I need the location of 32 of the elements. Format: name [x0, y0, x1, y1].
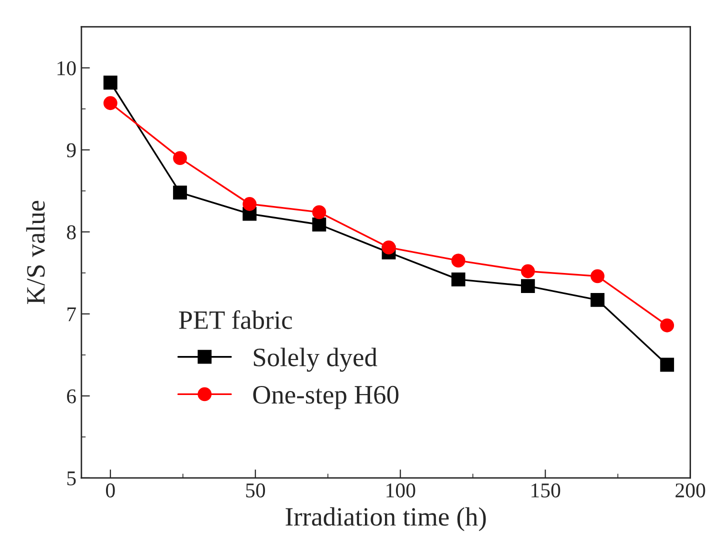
- point: [103, 96, 118, 110]
- point: [312, 205, 326, 220]
- y-tick-label: 9: [66, 143, 76, 158]
- x-tick-label: 0: [106, 483, 115, 498]
- point: [590, 269, 604, 284]
- y-tick-label: 6: [67, 389, 76, 404]
- point: [590, 293, 604, 307]
- point: [520, 279, 535, 293]
- point: [660, 358, 674, 372]
- point: [103, 76, 118, 90]
- x-tick-label: 200: [676, 483, 706, 498]
- point: [173, 151, 187, 166]
- legend-label: Solely dyed: [254, 348, 378, 372]
- y-tick-label: 8: [66, 225, 76, 240]
- point: [451, 272, 466, 286]
- x-tick-label: 50: [246, 483, 266, 498]
- point: [660, 318, 674, 332]
- point: [242, 197, 257, 211]
- x-tick-label: 150: [532, 483, 560, 498]
- point: [451, 254, 466, 268]
- y-axis-title: K/S value: [26, 200, 45, 304]
- x-tick-label: 100: [386, 483, 416, 498]
- point: [312, 218, 326, 232]
- point: [382, 240, 396, 254]
- point: [520, 264, 535, 278]
- y-tick-label: 7: [68, 307, 76, 322]
- y-tick-label: 5: [67, 472, 76, 486]
- point: [173, 186, 187, 200]
- x-axis-title: Irradiation time (h): [286, 507, 486, 532]
- y-tick-label: 10: [58, 61, 76, 76]
- legend-title: PET fabric: [178, 310, 292, 330]
- legend-label: One-step H60: [253, 386, 398, 410]
